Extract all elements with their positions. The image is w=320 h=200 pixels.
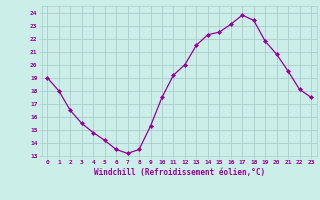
X-axis label: Windchill (Refroidissement éolien,°C): Windchill (Refroidissement éolien,°C) <box>94 168 265 177</box>
